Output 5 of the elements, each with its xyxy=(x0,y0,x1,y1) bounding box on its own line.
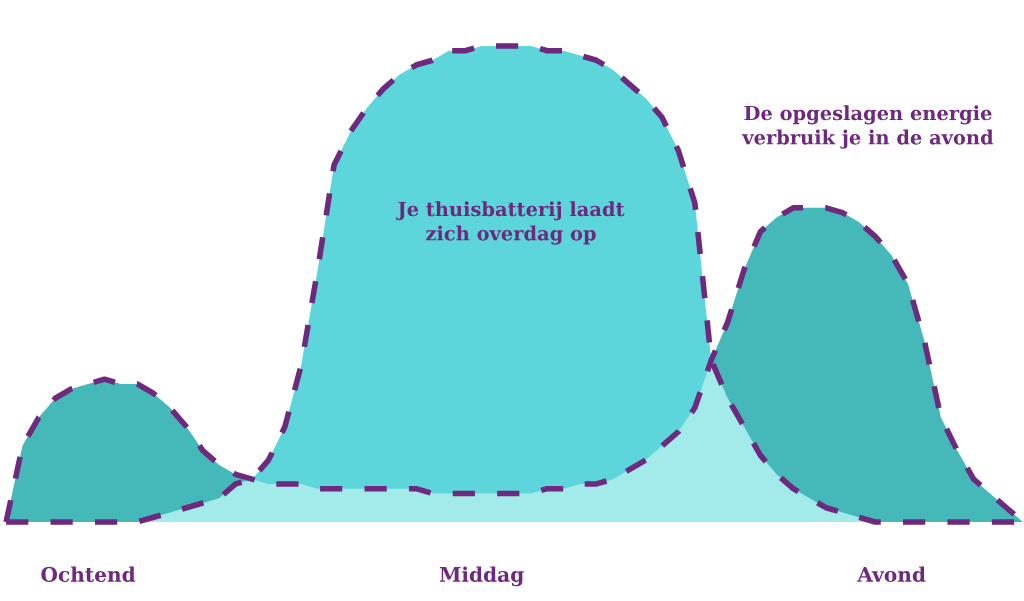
x-tick-label: Ochtend xyxy=(41,566,136,583)
annotation: Je thuisbatterij laadt zich overdag op xyxy=(396,201,625,245)
x-tick-label: Avond xyxy=(857,566,926,583)
x-tick-label: Middag xyxy=(439,566,524,587)
annotation: De opgeslagen energie verbruik je in de avond xyxy=(741,105,994,149)
